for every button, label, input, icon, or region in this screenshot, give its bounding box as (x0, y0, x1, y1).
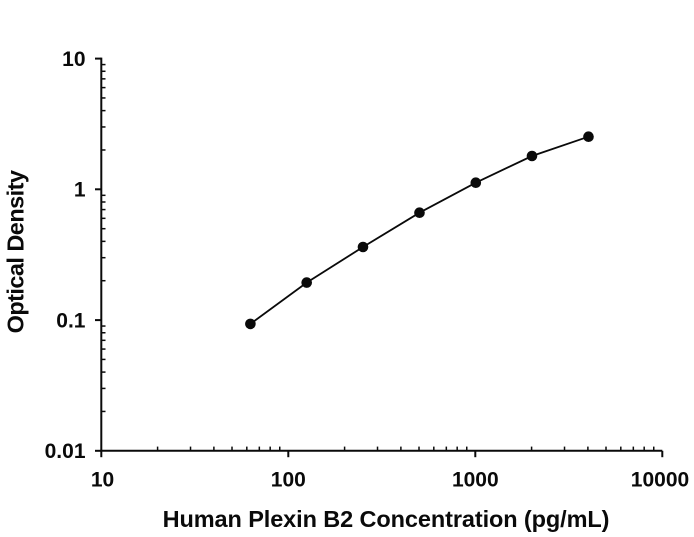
svg-text:Human Plexin B2 Concentration: Human Plexin B2 Concentration (pg/mL) (163, 506, 610, 532)
svg-text:10: 10 (91, 469, 114, 492)
svg-text:10000: 10000 (631, 469, 689, 492)
svg-text:1: 1 (74, 179, 86, 202)
svg-text:0.1: 0.1 (56, 309, 86, 332)
svg-text:1000: 1000 (452, 469, 499, 492)
svg-text:100: 100 (271, 469, 306, 492)
svg-text:10: 10 (62, 48, 85, 71)
svg-text:0.01: 0.01 (45, 440, 86, 463)
svg-text:Optical Density: Optical Density (2, 170, 28, 333)
